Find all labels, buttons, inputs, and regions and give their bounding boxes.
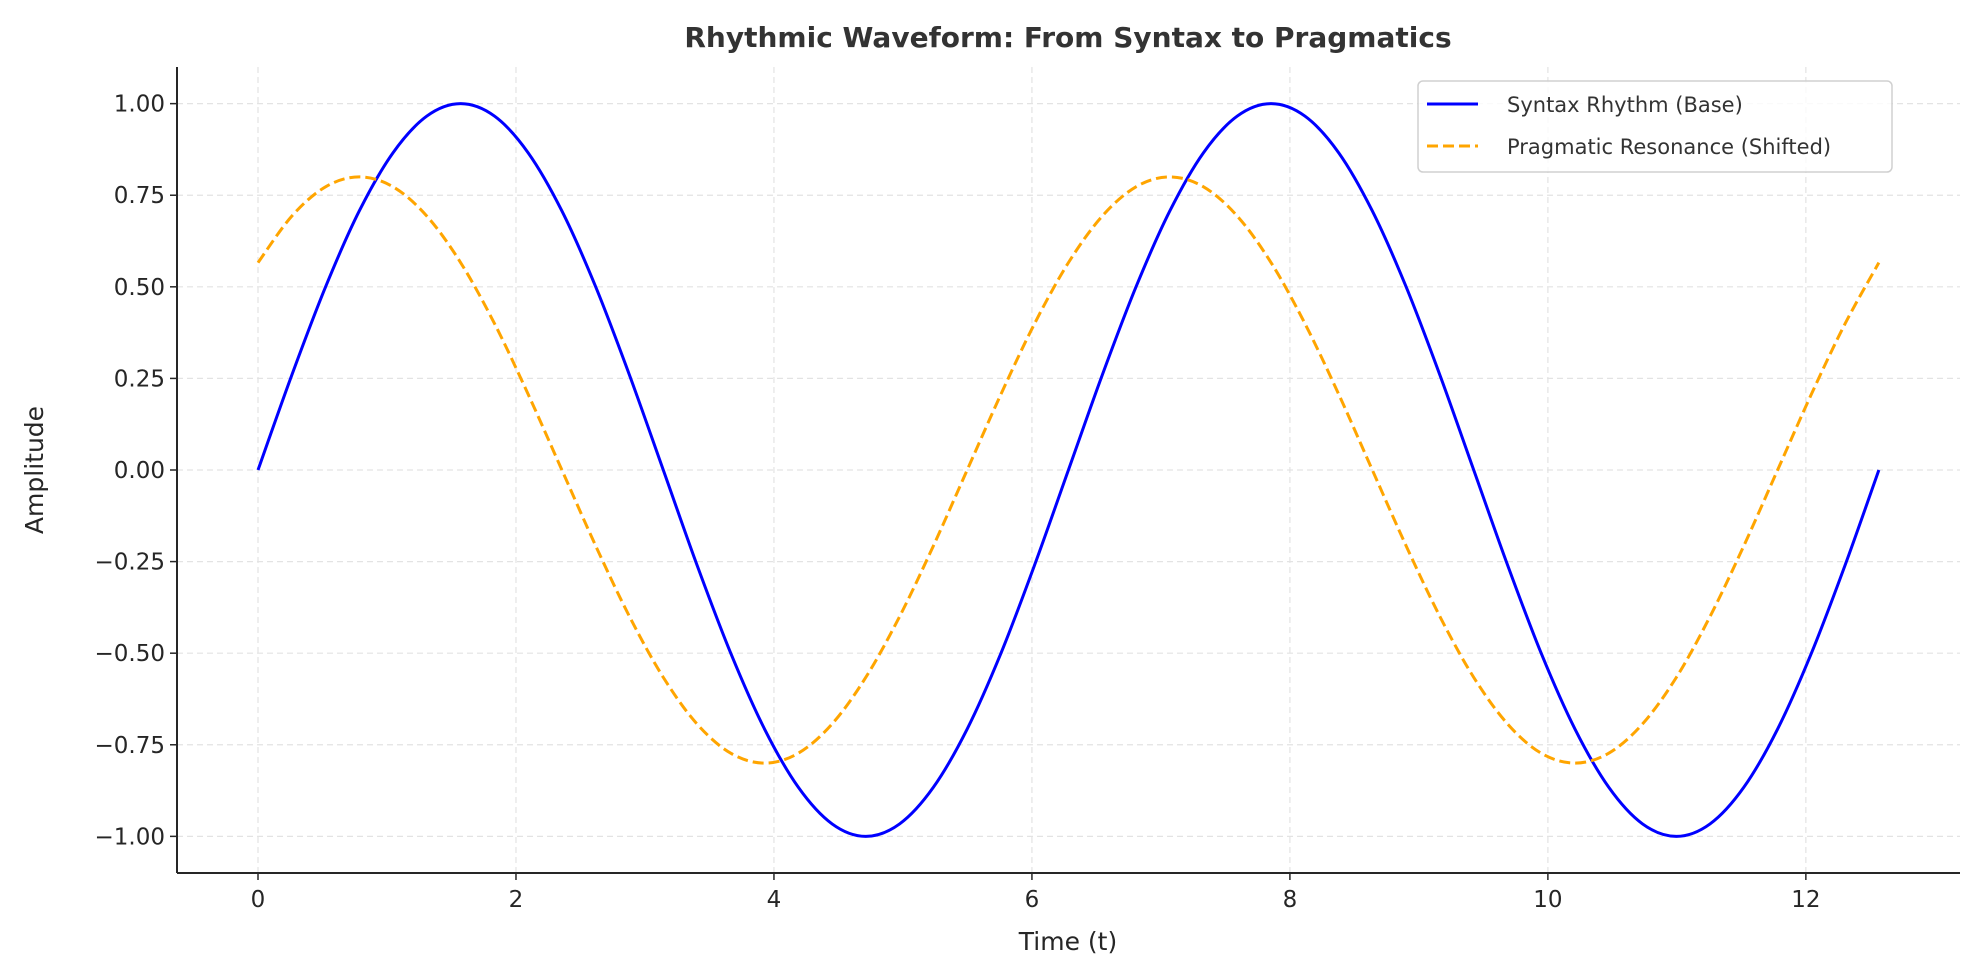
x-tick-label: 0: [251, 887, 266, 913]
y-tick-label: −0.75: [95, 733, 165, 759]
x-tick-label: 10: [1533, 887, 1562, 913]
y-tick-label: 0.75: [114, 183, 165, 209]
x-axis-label: Time (t): [1018, 927, 1117, 956]
x-tick-label: 8: [1283, 887, 1298, 913]
y-tick-label: 0.25: [114, 366, 165, 392]
series-line-syntax: [256, 102, 1881, 838]
legend-frame: [1417, 80, 1893, 173]
legend-label-pragmatic: Pragmatic Resonance (Shifted): [1507, 135, 1831, 159]
axes: 0 2 4 6 8 10 12 1.00 0.75 0.50 0.25 0.00 −0.25 −0.50 −…: [95, 67, 1960, 913]
chart-title: Rhythmic Waveform: From Syntax to Pragma…: [684, 21, 1451, 54]
x-tick-label: 12: [1791, 887, 1820, 913]
legend-label-syntax: Syntax Rhythm (Base): [1507, 93, 1743, 117]
series-lines: [256, 102, 1881, 838]
y-tick-label: −0.50: [95, 641, 165, 667]
y-tick-label: −1.00: [95, 824, 165, 850]
x-tick-label: 4: [767, 887, 782, 913]
y-tick-label: 0.50: [114, 275, 165, 301]
x-tick-label: 2: [509, 887, 524, 913]
y-axis-label: Amplitude: [20, 406, 49, 534]
legend: Syntax Rhythm (Base) Pragmatic Resonance…: [1417, 80, 1893, 173]
series-line-pragmatic: [256, 175, 1881, 765]
y-tick-label: −0.25: [95, 550, 165, 576]
y-tick-label: 1.00: [114, 92, 165, 118]
y-tick-label: 0.00: [114, 458, 165, 484]
x-tick-label: 6: [1025, 887, 1040, 913]
